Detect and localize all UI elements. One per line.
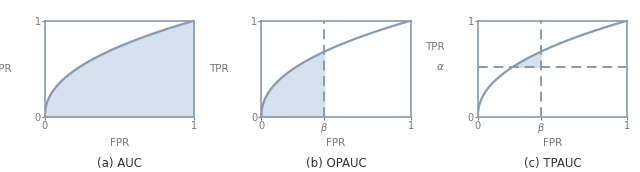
Text: TPR: TPR xyxy=(0,64,12,74)
Text: FPR: FPR xyxy=(326,138,346,148)
Text: (c) TPAUC: (c) TPAUC xyxy=(524,157,581,170)
Text: $\alpha$: $\alpha$ xyxy=(436,62,445,72)
Text: (b) OPAUC: (b) OPAUC xyxy=(306,157,366,170)
Text: FPR: FPR xyxy=(110,138,129,148)
Text: TPR: TPR xyxy=(209,64,228,74)
Text: TPR: TPR xyxy=(426,42,445,52)
Text: (a) AUC: (a) AUC xyxy=(97,157,142,170)
Text: FPR: FPR xyxy=(543,138,562,148)
